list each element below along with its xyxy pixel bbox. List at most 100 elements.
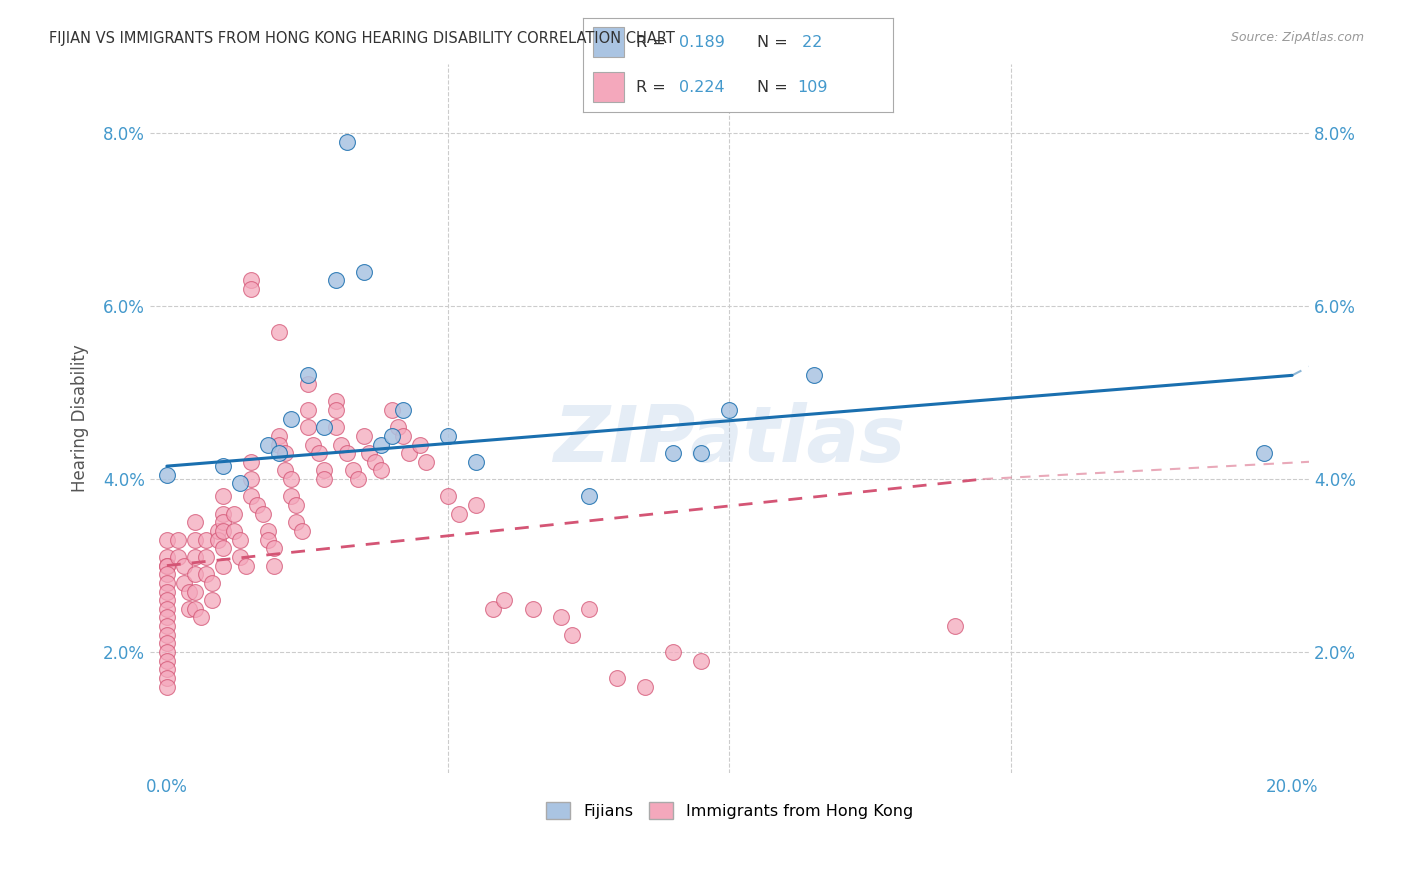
Point [207,533,229,547]
Point [224,507,246,521]
Point [690,446,713,460]
Point [212,524,235,538]
Point [381,403,404,417]
Legend: Fijians, Immigrants from Hong Kong: Fijians, Immigrants from Hong Kong [540,796,920,825]
Point [156,558,179,573]
Point [280,472,302,486]
Point [156,610,179,624]
Point [387,420,409,434]
Point [297,403,319,417]
Point [297,376,319,391]
Point [257,533,280,547]
Point [718,403,741,417]
Point [606,671,628,685]
Text: ZIPatlas: ZIPatlas [554,401,905,478]
Point [634,680,657,694]
Point [465,455,488,469]
Point [184,533,207,547]
Point [662,645,685,659]
Point [240,472,263,486]
Point [179,602,201,616]
Point [359,446,381,460]
Point [342,463,364,477]
Point [156,602,179,616]
Point [184,584,207,599]
Point [302,437,325,451]
Bar [593,72,624,103]
Point [280,489,302,503]
Point [285,516,308,530]
Point [325,420,347,434]
Text: R =: R = [636,35,671,50]
Point [392,429,415,443]
Point [330,437,353,451]
Point [184,516,207,530]
Point [184,549,207,564]
Point [201,575,224,590]
Point [156,549,179,564]
Point [415,455,437,469]
Point [156,558,179,573]
Point [392,403,415,417]
Point [381,429,404,443]
Point [235,558,257,573]
Point [561,628,583,642]
Point [522,602,544,616]
Point [156,467,179,482]
Point [314,472,336,486]
Point [167,549,190,564]
Point [494,593,516,607]
Point [156,636,179,650]
Point [269,446,291,460]
Point [943,619,966,633]
Point [156,593,179,607]
Point [336,446,359,460]
Text: 0.224: 0.224 [679,79,725,95]
Point [156,575,179,590]
Point [167,533,190,547]
Point [195,567,218,582]
Point [662,446,685,460]
Point [465,498,488,512]
Point [240,489,263,503]
Point [449,507,471,521]
Text: FIJIAN VS IMMIGRANTS FROM HONG KONG HEARING DISABILITY CORRELATION CHART: FIJIAN VS IMMIGRANTS FROM HONG KONG HEAR… [49,31,675,46]
Point [156,584,179,599]
Point [336,135,359,149]
Point [184,602,207,616]
Point [550,610,572,624]
Point [212,489,235,503]
Point [314,420,336,434]
Point [353,429,375,443]
Point [269,437,291,451]
Point [803,368,825,383]
Point [240,273,263,287]
Point [325,273,347,287]
Point [437,489,460,503]
Point [156,619,179,633]
Point [156,645,179,659]
Point [370,437,392,451]
Point [297,420,319,434]
Point [240,455,263,469]
Point [325,403,347,417]
Point [347,472,370,486]
Point [229,549,252,564]
Text: 22: 22 [797,35,823,50]
Point [280,411,302,425]
Point [156,662,179,676]
Point [156,654,179,668]
Text: R =: R = [636,79,671,95]
Point [578,602,600,616]
Text: 109: 109 [797,79,827,95]
Point [212,558,235,573]
Point [229,476,252,491]
Point [212,459,235,474]
Point [201,593,224,607]
Point [190,610,212,624]
Point [398,446,420,460]
Point [224,524,246,538]
Point [263,558,285,573]
Point [269,325,291,339]
Point [1253,446,1275,460]
